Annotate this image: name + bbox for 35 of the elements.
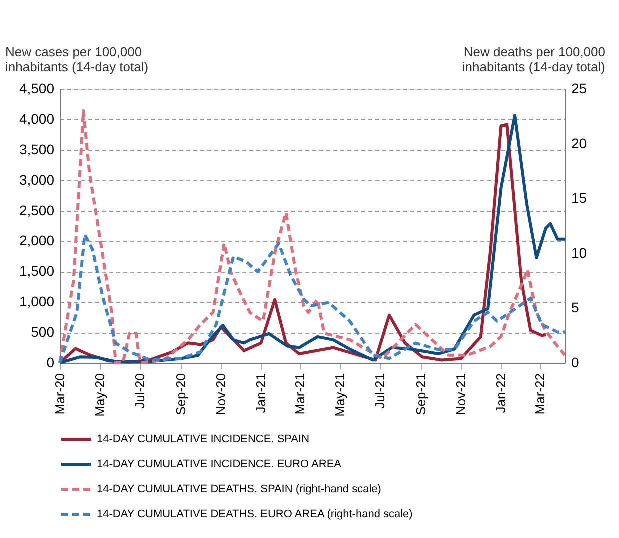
y2-axis-title: New deaths per 100,000 inhabitants (14-day total) (462, 44, 606, 74)
x-tick-label: May-20 (92, 374, 108, 417)
y2-tick-label: 5 (572, 300, 580, 316)
x-tick-label: Mar-22 (532, 374, 548, 415)
y-tick-label: 500 (31, 324, 55, 340)
x-tick-label: Sep-21 (413, 374, 428, 416)
y-tick-label: 2,500 (19, 202, 55, 218)
x-tick-label: Jul-20 (132, 374, 148, 409)
y-axis-title: New cases per 100,000 inhabitants (14-day total) (6, 44, 149, 74)
x-tick-label: Sep-20 (173, 374, 188, 416)
x-tick-label: Jan-21 (254, 374, 269, 414)
y2-tick-label: 20 (572, 135, 588, 152)
x-tick-label: Nov-20 (214, 374, 229, 416)
y-tick-label: 3,500 (19, 141, 55, 158)
x-tick-label: Mar-20 (52, 374, 68, 415)
x-tick-label: Mar-21 (292, 374, 308, 415)
y-tick-label: 4,000 (19, 110, 55, 127)
y-tick-label: 3,000 (19, 172, 55, 188)
x-tick-label: Jan-22 (494, 374, 509, 414)
x-tick-label: Jul-21 (372, 374, 388, 409)
y-tick-label: 1,000 (19, 294, 55, 310)
x-tick-label: May-21 (332, 374, 348, 417)
y-tick-label: 0 (46, 354, 55, 370)
y-tick-label: 1,500 (19, 263, 55, 280)
y-tick-label: 2,000 (19, 232, 55, 249)
y2-tick-label: 15 (572, 190, 588, 206)
x-tick-label: Nov-21 (454, 374, 469, 416)
legend-label: 14-DAY CUMULATIVE INCIDENCE. EURO AREA (97, 458, 342, 470)
legend-label: 14-DAY CUMULATIVE DEATHS. EURO AREA (right-hand scale) (97, 508, 413, 520)
y2-tick-label: 0 (572, 354, 580, 370)
y2-tick-label: 25 (572, 80, 588, 96)
legend-label: 14-DAY CUMULATIVE DEATHS. SPAIN (right-hand scale) (97, 484, 382, 496)
y2-tick-label: 10 (572, 244, 588, 261)
legend-label: 14-DAY CUMULATIVE INCIDENCE. SPAIN (97, 434, 310, 446)
y-tick-label: 4,500 (19, 80, 55, 96)
